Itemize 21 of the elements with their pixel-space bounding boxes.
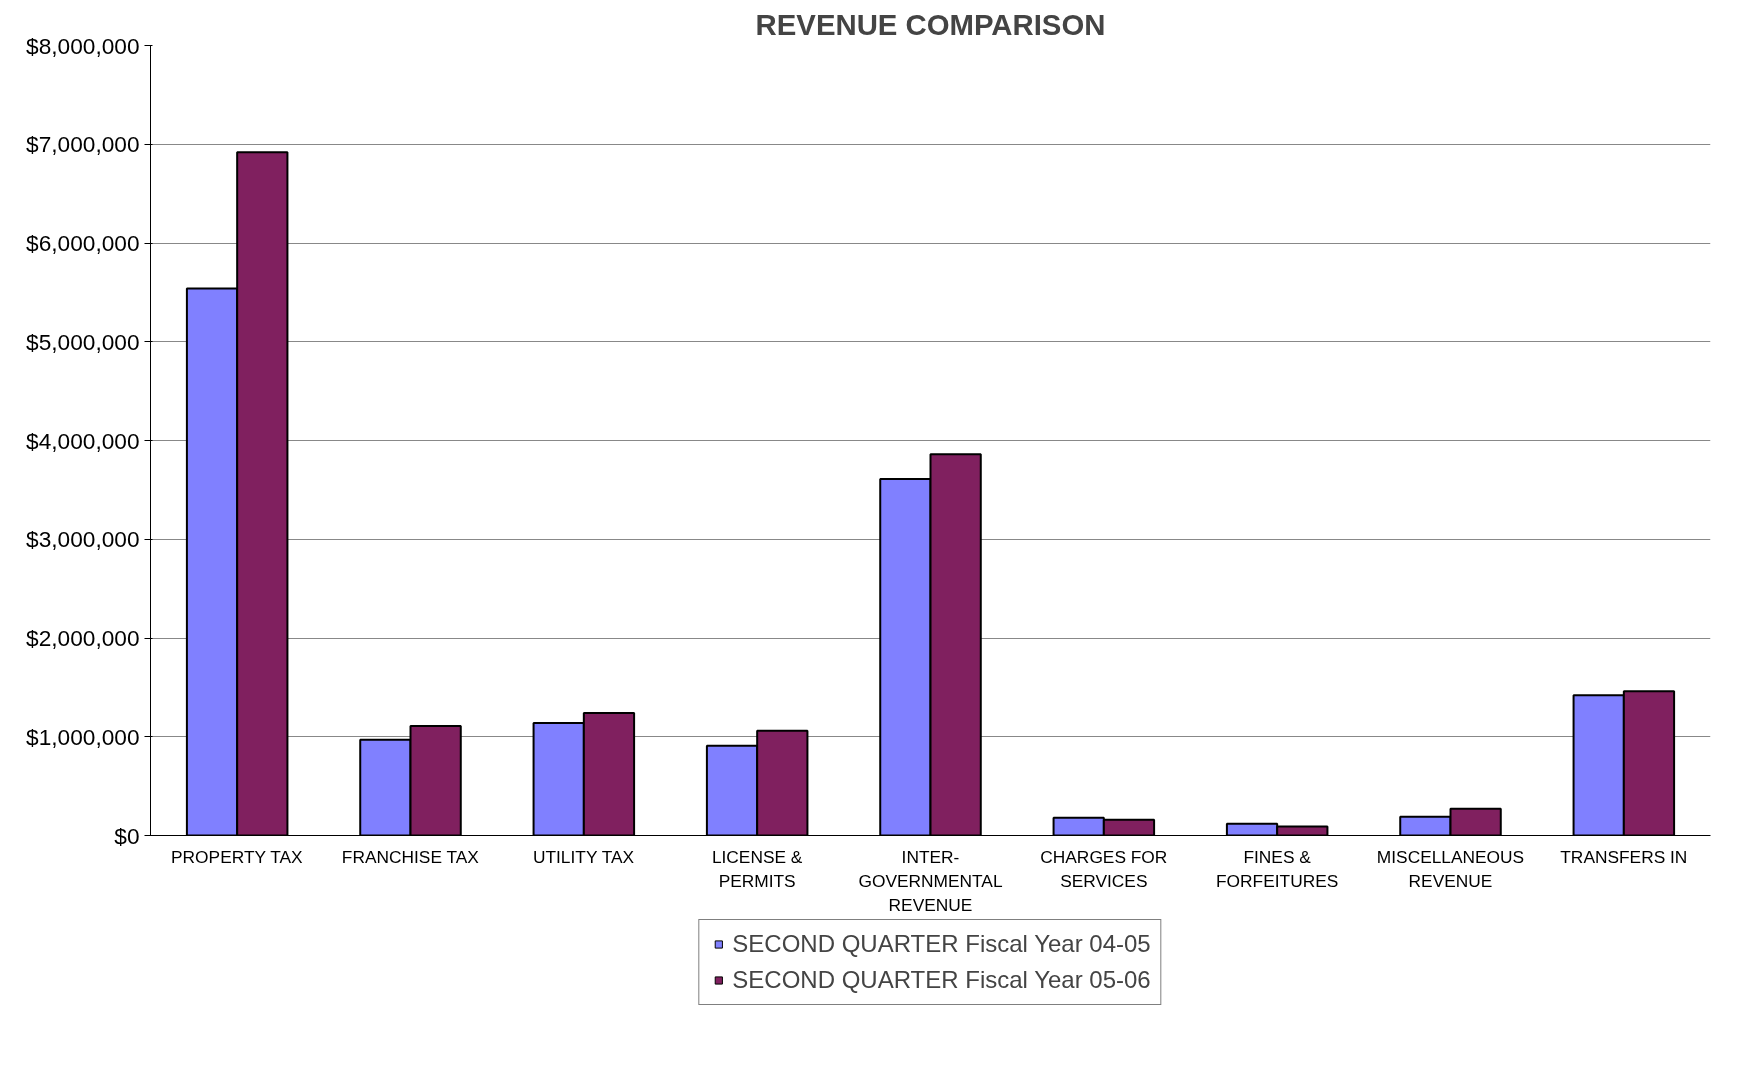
y-tick-label: $3,000,000 <box>26 526 140 553</box>
y-tick-label: $4,000,000 <box>26 427 140 454</box>
chart-title: REVENUE COMPARISON <box>755 7 1106 41</box>
x-tick-label: CHARGES FOR SERVICES <box>1040 846 1168 891</box>
y-tick-label: $2,000,000 <box>26 625 140 651</box>
y-tick-label: $6,000,000 <box>26 230 140 256</box>
y-tick-label: $8,000,000 <box>26 32 140 59</box>
x-tick-label: FINES & FORFEITURES <box>1216 846 1339 891</box>
x-tick-label: MISCELLANEOUS REVENUE <box>1376 846 1525 891</box>
x-tick-label: PROPERTY TAX <box>171 846 304 867</box>
y-tick-label: $7,000,000 <box>26 131 140 158</box>
x-tick-label: UTILITY TAX <box>532 846 635 867</box>
x-tick-label: LICENSE & PERMITS <box>711 846 803 891</box>
y-tick-label: $5,000,000 <box>26 328 140 355</box>
x-tick-label: INTER- GOVERNMENTAL REVENUE <box>858 846 1003 915</box>
x-tick-label: FRANCHISE TAX <box>341 846 480 867</box>
y-tick-label: $0 <box>114 822 140 849</box>
legend-label: SECOND QUARTER Fiscal Year 04-05 <box>732 930 1151 958</box>
legend-label: SECOND QUARTER Fiscal Year 05-06 <box>732 966 1151 994</box>
y-tick-label: $1,000,000 <box>26 723 140 750</box>
x-tick-label: TRANSFERS IN <box>1560 846 1688 867</box>
